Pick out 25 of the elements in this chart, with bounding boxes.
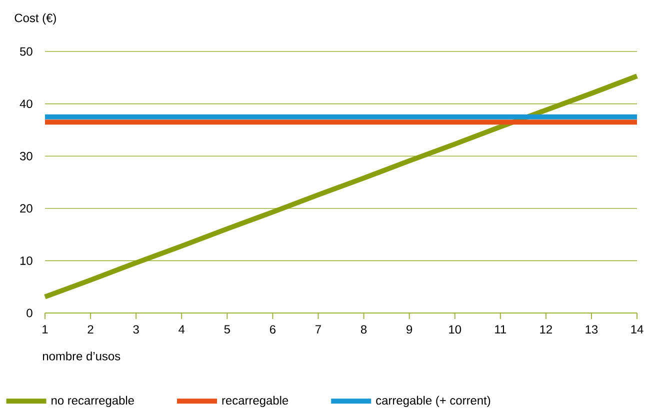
x-tick-label: 10 [449,325,462,334]
y-tick-label: 30 [20,152,32,160]
y-tick-label: 40 [20,100,32,108]
x-tick-label: 3 [133,325,139,334]
y-tick-label: 0 [26,308,32,318]
y-tick-label: 10 [20,256,32,265]
x-tick-label: 4 [178,325,185,334]
y-axis-title: Cost (€) [14,13,56,25]
x-tick-label: 11 [495,325,506,334]
x-tick-label: 5 [224,325,230,334]
x-tick-label: 8 [360,325,367,334]
x-tick-label: 9 [406,325,412,334]
legend-label: recarregable [222,396,288,408]
x-tick-label: 2 [88,325,94,334]
x-tick-label: 1 [42,325,48,334]
y-tick-label: 20 [20,204,32,213]
legend-label: carregable (+ corrent) [376,396,490,408]
legend-label: no recarregable [52,396,134,408]
x-tick-label: 6 [270,325,276,334]
x-tick-label: 7 [316,325,321,334]
x-tick-label: 14 [631,325,644,334]
y-tick-label: 50 [20,47,32,56]
x-tick-label: 12 [540,325,552,334]
x-axis-title: nombre d’usos [42,352,120,360]
x-tick-label: 13 [586,325,598,334]
